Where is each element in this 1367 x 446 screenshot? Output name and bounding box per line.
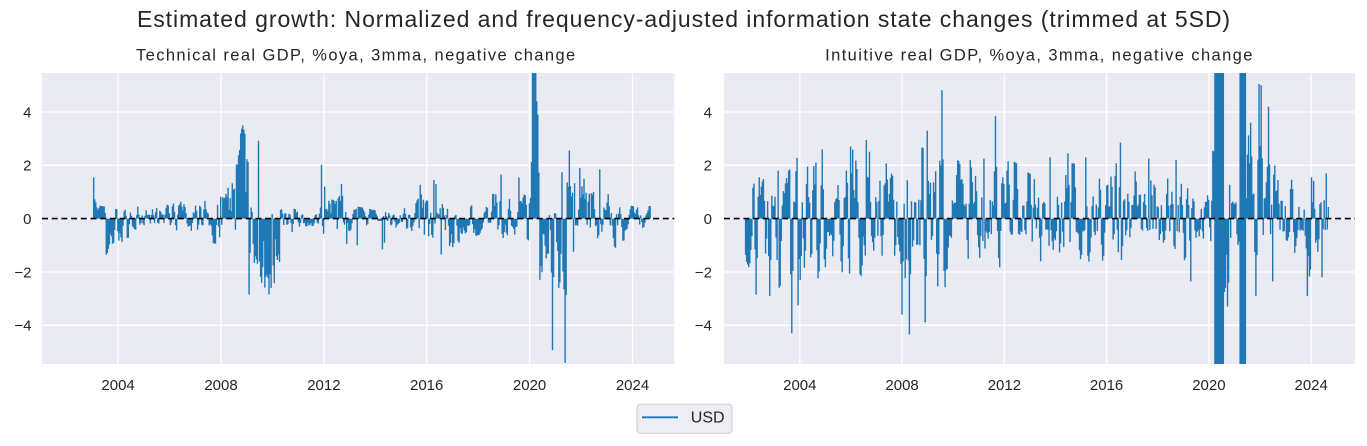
svg-text:2016: 2016 (1090, 377, 1123, 394)
svg-text:2008: 2008 (204, 377, 237, 394)
svg-text:−2: −2 (695, 264, 712, 281)
svg-text:0: 0 (704, 211, 712, 228)
svg-text:0: 0 (23, 211, 31, 228)
svg-text:2: 2 (704, 158, 712, 175)
svg-text:Intuitive real GDP, %oya, 3mma: Intuitive real GDP, %oya, 3mma, negative… (825, 47, 1254, 65)
svg-text:2012: 2012 (307, 377, 340, 394)
svg-text:Estimated growth: Normalized a: Estimated growth: Normalized and frequen… (137, 6, 1231, 32)
svg-text:Technical real GDP, %oya, 3mma: Technical real GDP, %oya, 3mma, negative… (136, 47, 577, 65)
svg-text:USD: USD (691, 409, 725, 426)
svg-text:2004: 2004 (101, 377, 134, 394)
svg-text:−4: −4 (14, 318, 31, 335)
svg-text:−4: −4 (695, 318, 712, 335)
svg-text:4: 4 (23, 104, 31, 121)
svg-text:2024: 2024 (1295, 377, 1328, 394)
svg-text:2020: 2020 (513, 377, 546, 394)
svg-text:2020: 2020 (1192, 377, 1225, 394)
svg-text:2: 2 (23, 158, 31, 175)
svg-text:2012: 2012 (988, 377, 1021, 394)
svg-text:4: 4 (704, 104, 712, 121)
svg-text:2008: 2008 (885, 377, 918, 394)
svg-text:−2: −2 (14, 264, 31, 281)
svg-text:2004: 2004 (783, 377, 816, 394)
svg-text:2016: 2016 (410, 377, 443, 394)
svg-text:2024: 2024 (616, 377, 649, 394)
